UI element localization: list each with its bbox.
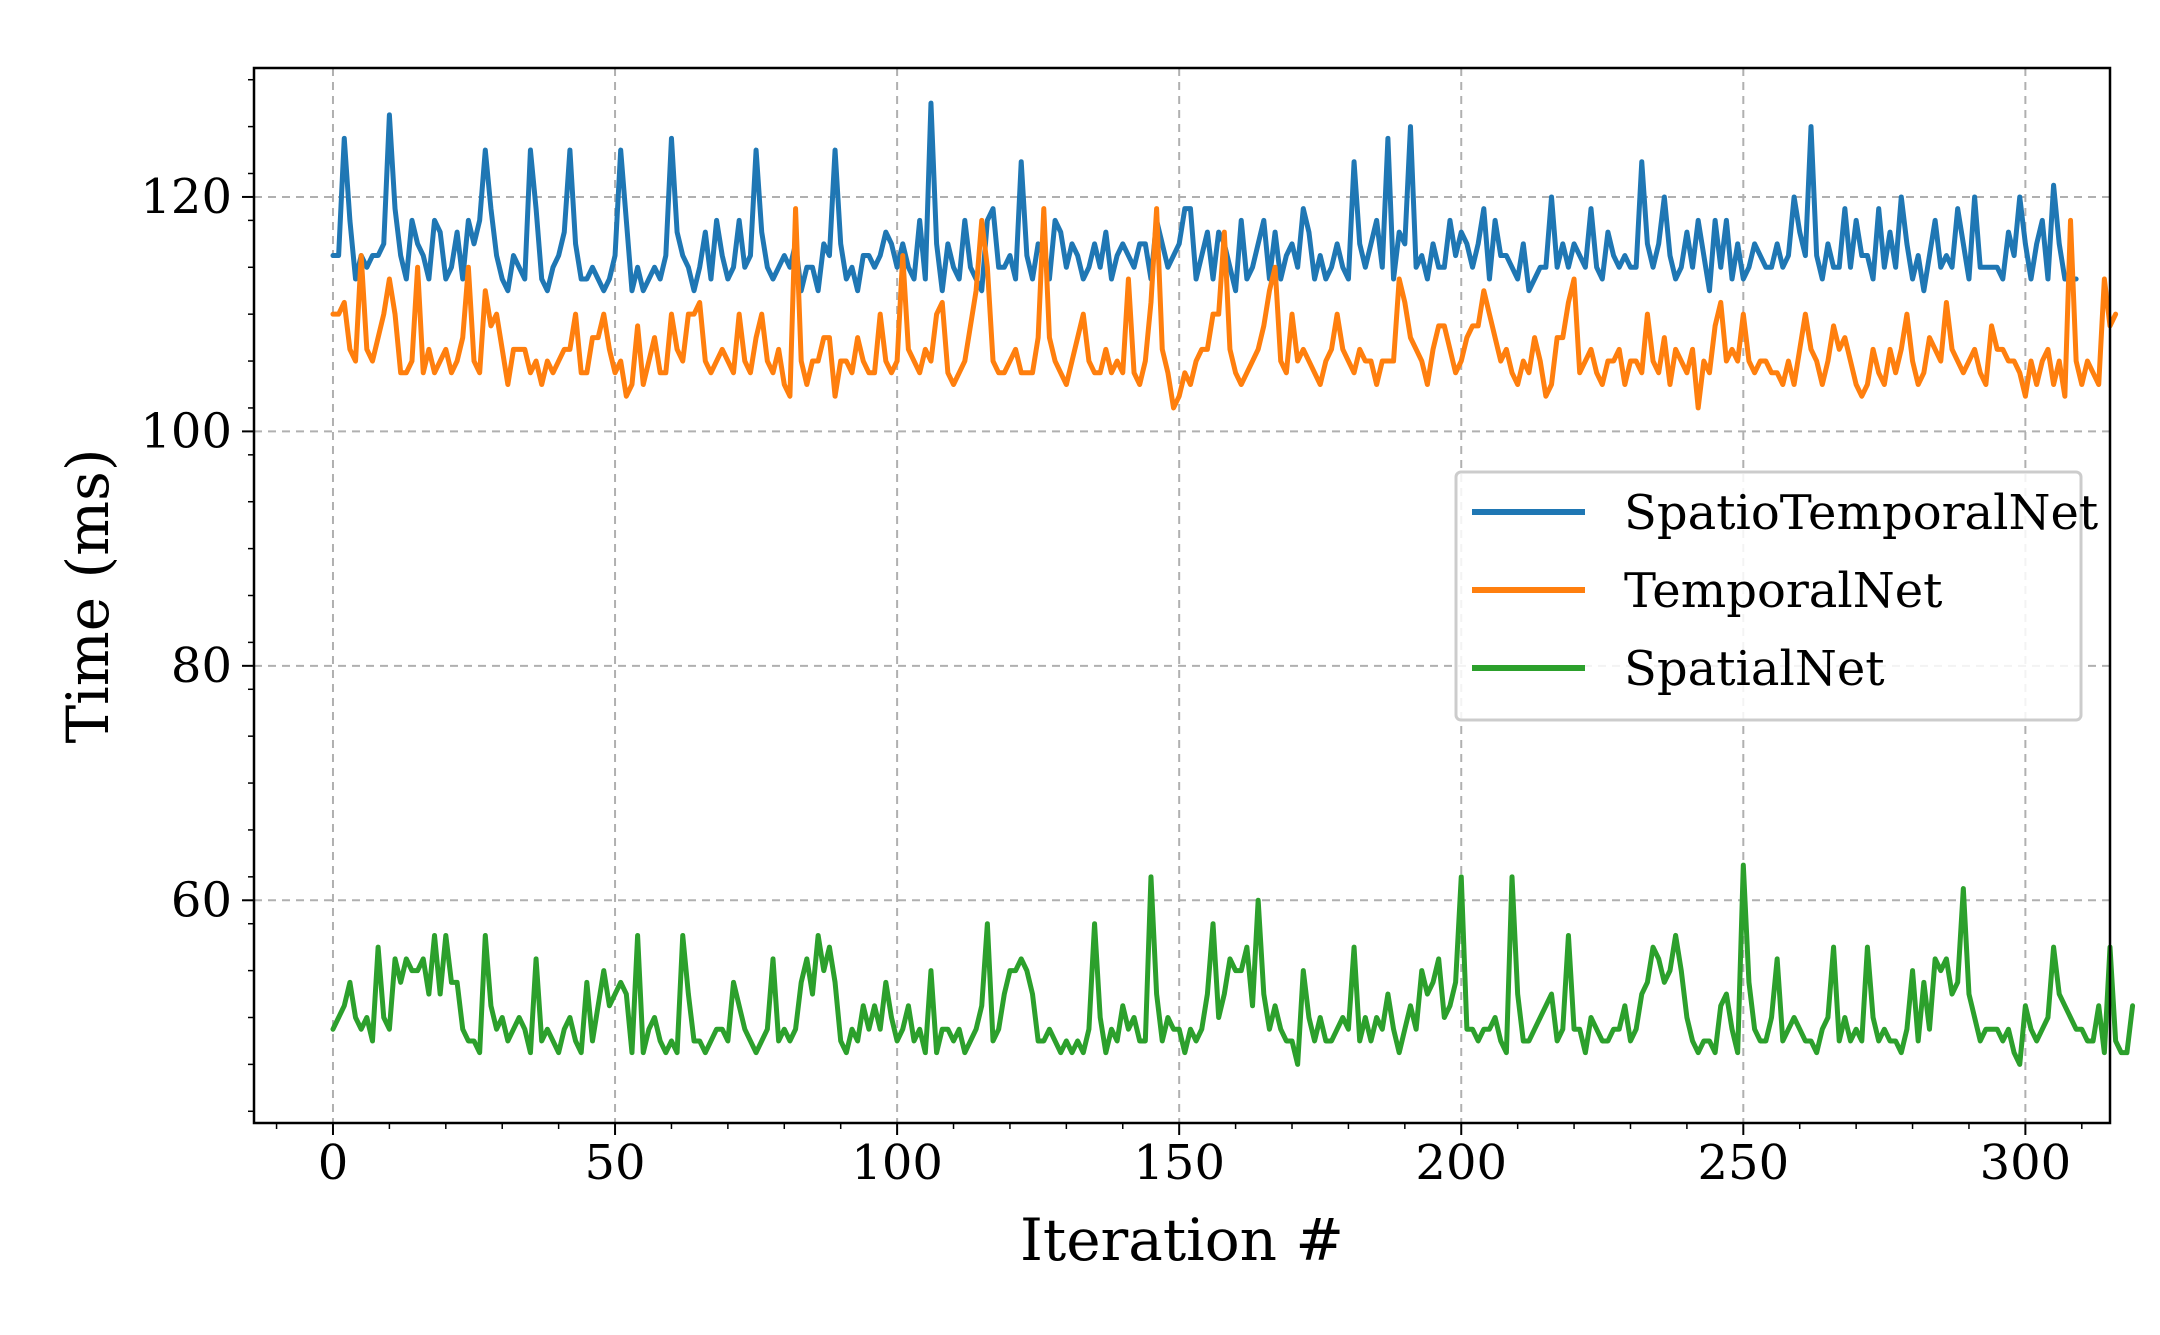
y-tick-label: 100	[140, 403, 232, 459]
legend-label-spatialnet: SpatialNet	[1624, 641, 1885, 697]
x-tick-label: 300	[1980, 1135, 2072, 1191]
y-tick-label: 120	[140, 169, 232, 225]
x-tick-label: 0	[318, 1135, 349, 1191]
x-tick-label: 250	[1698, 1135, 1790, 1191]
series-lines	[330, 100, 2136, 1067]
legend-label-spatiotemporalnet: SpatioTemporalNet	[1624, 485, 2098, 541]
x-tick-label: 100	[851, 1135, 943, 1191]
y-axis-label: Time (ms)	[54, 448, 122, 743]
axis-ticks: 0 50 100 150 200 250 300 60 80 100 120	[140, 78, 2083, 1191]
y-tick-label: 80	[171, 638, 232, 694]
x-tick-label: 200	[1415, 1135, 1507, 1191]
legend: SpatioTemporalNet TemporalNet SpatialNet	[1454, 470, 2098, 722]
legend-box	[1454, 470, 2083, 722]
series-line-temporalnet	[330, 206, 2119, 411]
series-line-spatiotemporalnet	[330, 100, 2079, 294]
legend-label-temporalnet: TemporalNet	[1624, 563, 1942, 619]
x-axis-label: Iteration #	[1020, 1206, 1344, 1274]
legend-entries: SpatioTemporalNet TemporalNet SpatialNet	[1472, 485, 2098, 697]
series-line-spatialnet	[330, 862, 2136, 1067]
y-tick-label: 60	[171, 872, 232, 928]
x-tick-label: 50	[585, 1135, 646, 1191]
x-tick-label: 150	[1133, 1135, 1225, 1191]
